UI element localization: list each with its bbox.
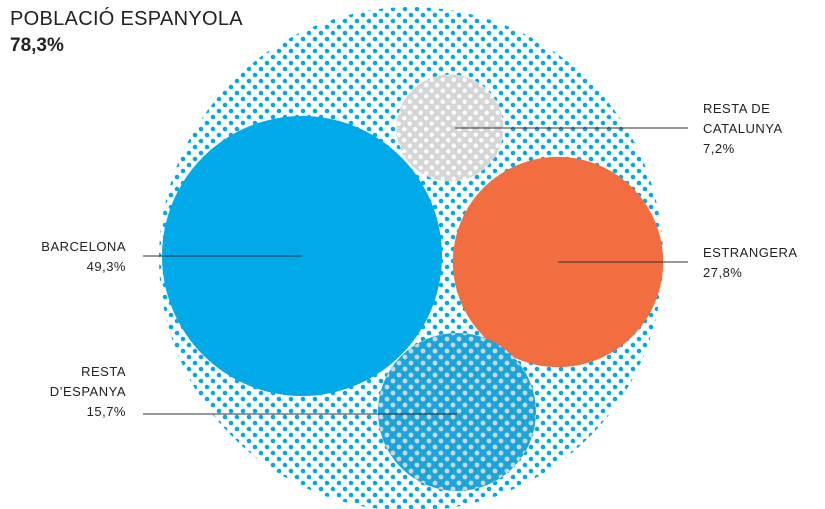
bubble bbox=[396, 74, 504, 182]
chart-title: POBLACIÓ ESPANYOLA bbox=[10, 8, 243, 30]
bubble-label: RESTA D’ESPANYA 15,7% bbox=[26, 362, 126, 422]
bubble-label: BARCELONA 49,3% bbox=[26, 237, 126, 277]
bubble-label: RESTA DE CATALUNYA 7,2% bbox=[703, 99, 793, 159]
category-label: ESTRANGERA bbox=[703, 245, 798, 260]
total-label: 78,3% bbox=[10, 35, 64, 56]
category-label: BARCELONA bbox=[41, 239, 126, 254]
bubble-label: ESTRANGERA 27,8% bbox=[703, 243, 798, 283]
value-label: 7,2% bbox=[703, 141, 735, 156]
category-label: RESTA D’ESPANYA bbox=[49, 364, 126, 399]
value-label: 27,8% bbox=[703, 265, 743, 280]
value-label: 49,3% bbox=[86, 259, 126, 274]
category-label: RESTA DE CATALUNYA bbox=[703, 101, 783, 136]
bubble bbox=[377, 332, 537, 492]
value-label: 15,7% bbox=[86, 404, 126, 419]
